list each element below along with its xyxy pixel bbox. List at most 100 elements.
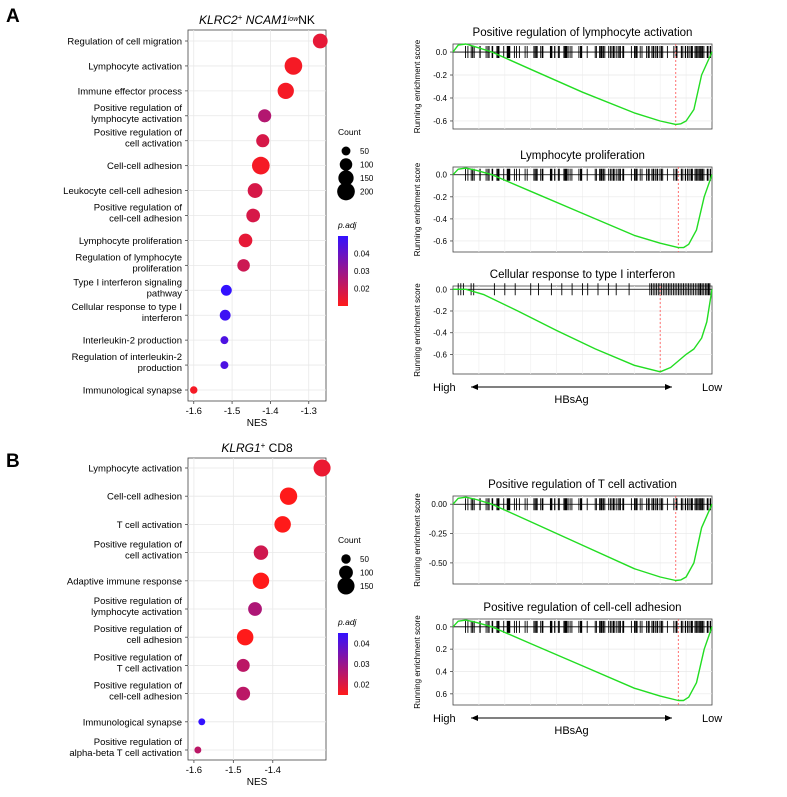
- b-color-legend-title: p.adj: [337, 617, 358, 627]
- a-hbsag-high: High: [433, 382, 456, 394]
- b-category-label: Positive regulation of cell-cell adhesion: [94, 681, 183, 703]
- a-gsea-2-ytick-label: -0.4: [433, 215, 447, 224]
- b-color-legend-label: 0.02: [354, 681, 370, 690]
- a-gsea-1-hit-marks: [465, 46, 712, 59]
- b-size-legend-label: 100: [360, 569, 374, 578]
- a-category-label: Leukocyte cell-cell adhesion: [63, 186, 182, 197]
- a-dot: [220, 284, 232, 296]
- b-category-label: Positive regulation of cell adhesion: [94, 624, 183, 646]
- a-category-label: Lymphocyte proliferation: [79, 236, 182, 247]
- b-category-label: T cell activation: [117, 520, 182, 531]
- a-gsea-1-ytick-label: -0.2: [433, 71, 447, 80]
- b-size-legend-label: 50: [360, 555, 369, 564]
- a-gsea-2-ytick-label: -0.6: [433, 237, 447, 246]
- a-dot: [284, 57, 303, 75]
- b-gsea-2: Positive regulation of cell-cell adhesio…: [413, 602, 713, 709]
- a-xtick-label: -1.4: [262, 406, 278, 417]
- b-gsea-1-ytick-label: -0.50: [429, 559, 448, 568]
- b-category-label: Positive regulation of lymphocyte activat…: [91, 596, 182, 618]
- b-dot: [198, 718, 206, 726]
- a-size-legend-dot: [341, 146, 351, 156]
- a-gsea-2: Lymphocyte proliferation 0.0 -0.2 -0.4 -0.6 R…: [413, 150, 713, 256]
- a-size-legend-dot: [337, 182, 355, 201]
- a-gsea-1-ylabel: Running enrichment score: [413, 39, 422, 133]
- b-dot: [253, 545, 269, 560]
- b-dot: [194, 746, 202, 754]
- a-category-label: Lymphocyte activation: [88, 61, 182, 72]
- a-gsea-1-es-curve: [452, 43, 713, 126]
- a-category-label: Interleukin-2 production: [83, 336, 182, 347]
- b-hbsag-arrow-left: [471, 715, 478, 721]
- a-category-label: Cell-cell adhesion: [107, 161, 182, 172]
- b-category-label: Lymphocyte activation: [88, 464, 182, 475]
- b-dot: [274, 516, 291, 533]
- a-category-label: Type I interferon signaling pathway: [73, 277, 182, 299]
- b-category-label: Positive regulation of cell activation: [94, 540, 183, 562]
- a-size-legend-dot: [338, 170, 354, 186]
- a-dot: [238, 233, 253, 248]
- a-gsea-1-title: Positive regulation of lymphocyte activa…: [473, 27, 693, 39]
- a-color-legend-label: 0.02: [354, 285, 370, 294]
- a-xtick-label: -1.5: [224, 406, 240, 417]
- b-xtick-label: -1.4: [265, 765, 281, 776]
- a-gsea-1-ytick-label: -0.6: [433, 117, 447, 126]
- a-dot: [220, 361, 229, 370]
- a-dot: [256, 134, 270, 148]
- a-category-label: Positive regulation of cell activation: [94, 128, 183, 150]
- a-gsea-2-es-curve: [452, 167, 713, 249]
- b-hbsag-high: High: [433, 713, 456, 725]
- a-gsea-2-ytick-label: 0.0: [436, 171, 448, 180]
- a-color-legend-bar: [338, 236, 348, 306]
- a-category-label: Regulation of interleukin-2 production: [72, 352, 182, 374]
- a-color-legend-label: 0.04: [354, 250, 370, 259]
- a-gsea-2-title: Lymphocyte proliferation: [520, 150, 645, 162]
- b-hbsag-arrow-right: [665, 715, 672, 721]
- b-gsea-2-title: Positive regulation of cell-cell adhesio…: [483, 602, 681, 614]
- a-category-label: Regulation of cell migration: [67, 37, 182, 48]
- panel-a: KLRC2+ NCAM1lowNK -1.6 -1.5 -1.4 -1.3 Regulat…: [63, 13, 722, 430]
- b-size-legend-dot: [339, 565, 353, 580]
- a-dotplot-title: KLRC2+ NCAM1lowNK: [199, 13, 315, 28]
- panel-b: KLRG1+ CD8 -1.6 -1.5 -1.4 Lymphocyte activat…: [67, 441, 722, 789]
- b-gsea-2-ytick-label: 0.0: [436, 623, 448, 632]
- b-dot: [252, 572, 270, 590]
- a-gsea-3-ytick-label: 0.0: [436, 285, 448, 294]
- b-gsea-2-ytick-label: 0.6: [436, 690, 448, 699]
- b-size-legend-label: 150: [360, 582, 374, 591]
- b-dot: [279, 487, 298, 505]
- a-dot: [246, 208, 261, 223]
- b-xtick-label: -1.5: [225, 765, 241, 776]
- a-gsea-3-ytick-label: -0.4: [433, 329, 447, 338]
- b-color-legend-label: 0.03: [354, 660, 370, 669]
- a-gsea-3-ylabel: Running enrichment score: [413, 283, 422, 377]
- b-gsea-1-ytick-label: 0.00: [431, 500, 447, 509]
- a-dot: [219, 309, 231, 321]
- b-gsea-2-es-curve: [452, 619, 713, 702]
- a-size-legend-dot: [339, 158, 353, 171]
- a-gsea-2-ytick-label: -0.2: [433, 193, 447, 202]
- b-dot: [313, 459, 331, 477]
- b-category-label: Cell-cell adhesion: [107, 492, 182, 503]
- b-dot: [236, 658, 250, 672]
- b-color-legend-bar: [338, 633, 348, 695]
- a-gsea-3-ytick-label: -0.2: [433, 307, 447, 316]
- a-dot: [258, 109, 272, 123]
- b-dot: [248, 602, 262, 616]
- a-gsea-1-ytick-label: -0.4: [433, 94, 447, 103]
- a-color-legend-title: p.adj: [337, 220, 358, 230]
- b-gsea-1-es-curve: [452, 496, 713, 582]
- a-dot: [247, 183, 263, 198]
- b-size-legend-dot: [337, 577, 355, 595]
- b-xaxis-title: NES: [247, 777, 268, 788]
- a-category-label: Positive regulation of cell-cell adhesion: [94, 203, 183, 225]
- a-dot: [312, 33, 328, 49]
- b-size-legend-dot: [341, 554, 351, 564]
- b-color-legend-label: 0.04: [354, 639, 370, 648]
- a-gsea-2-hit-marks: [465, 168, 712, 181]
- a-dot: [277, 82, 294, 100]
- a-dot: [190, 386, 198, 394]
- a-category-label: Immunological synapse: [83, 386, 182, 397]
- a-gsea-2-ylabel: Running enrichment score: [413, 162, 422, 256]
